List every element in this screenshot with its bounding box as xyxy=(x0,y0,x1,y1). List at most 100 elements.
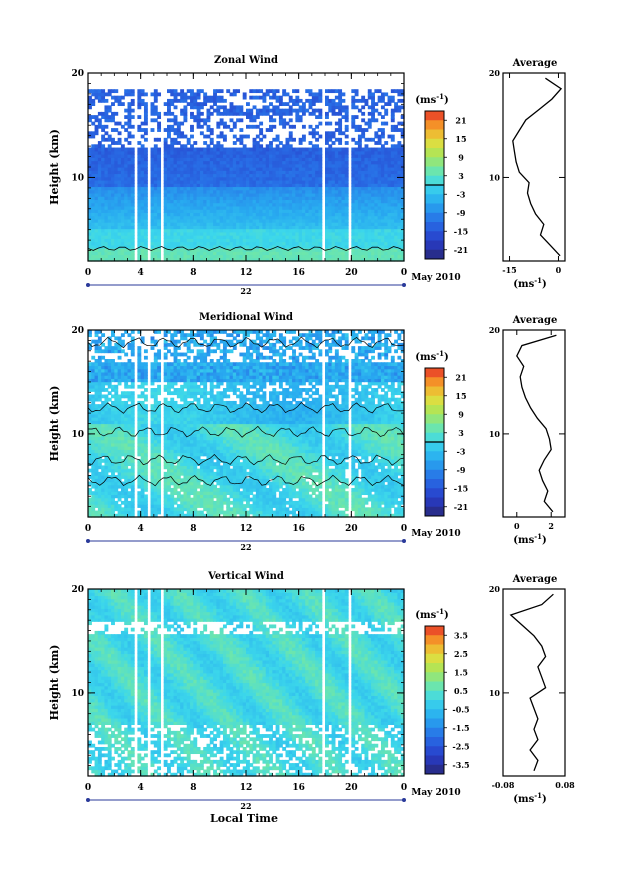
heatmap-cell xyxy=(114,121,119,126)
heatmap-cell xyxy=(275,137,280,142)
heatmap-cell xyxy=(153,189,158,194)
heatmap-cell xyxy=(91,254,96,259)
heatmap-cell xyxy=(88,89,92,94)
heatmap-cell xyxy=(91,257,96,262)
heatmap-cell xyxy=(163,176,168,181)
profile-frame xyxy=(502,72,566,262)
heatmap-cell xyxy=(143,215,148,220)
heatmap-cell xyxy=(252,225,257,230)
heatmap-cell xyxy=(275,241,280,246)
heatmap-cell xyxy=(111,157,115,162)
heatmap-cell xyxy=(193,179,198,184)
heatmap-cell xyxy=(246,238,250,243)
heatmap-cell xyxy=(130,92,135,97)
heatmap-cell xyxy=(222,189,227,194)
heatmap-cell xyxy=(170,225,175,230)
heatmap-cell xyxy=(242,150,247,155)
heatmap-cell xyxy=(130,196,135,201)
heatmap-cell xyxy=(107,137,112,142)
heatmap-cell xyxy=(127,254,132,259)
heatmap-cell xyxy=(153,238,158,243)
heatmap-cell xyxy=(176,235,181,239)
heatmap-cell xyxy=(259,212,264,217)
heatmap-cell xyxy=(255,189,260,194)
heatmap-cell xyxy=(104,196,109,201)
heatmap-cell xyxy=(153,228,158,233)
heatmap-cell xyxy=(193,170,198,175)
heatmap-cell xyxy=(111,209,115,213)
heatmap-cell xyxy=(242,257,247,262)
heatmap-cell xyxy=(226,222,231,226)
heatmap-cell xyxy=(91,196,96,201)
heatmap-cell xyxy=(183,225,188,230)
heatmap-cell xyxy=(170,160,175,165)
heatmap-cell xyxy=(143,205,148,210)
heatmap-cell xyxy=(124,209,129,213)
heatmap-cell xyxy=(127,222,132,226)
heatmap-cell xyxy=(117,183,122,188)
heatmap-cell xyxy=(246,196,250,201)
heatmap-cell xyxy=(120,183,125,188)
heatmap-cell xyxy=(94,154,99,158)
colorbar-tick-label: 15 xyxy=(455,134,466,144)
heatmap-cell xyxy=(163,254,168,259)
heatmap-cell xyxy=(236,183,241,188)
heatmap-cell xyxy=(150,251,155,256)
heatmap-cell xyxy=(150,202,155,207)
heatmap-cell xyxy=(269,228,273,233)
heatmap-cell xyxy=(278,205,283,210)
heatmap-cell xyxy=(143,202,148,207)
heatmap-cell xyxy=(124,179,129,184)
heatmap-cell xyxy=(153,167,158,171)
heatmap-cell xyxy=(114,160,119,165)
heatmap-cell xyxy=(137,196,142,201)
heatmap-cell xyxy=(209,192,214,197)
heatmap-cell xyxy=(278,150,283,155)
heatmap-cell xyxy=(104,209,109,213)
heatmap-cell xyxy=(236,111,241,116)
heatmap-cell xyxy=(252,209,257,213)
heatmap-cell xyxy=(272,108,277,113)
heatmap-cell xyxy=(226,212,231,217)
heatmap-cell xyxy=(157,111,162,116)
heatmap-cell xyxy=(249,176,254,181)
heatmap-cell xyxy=(153,192,158,197)
heatmap-cell xyxy=(167,192,171,197)
heatmap-cell xyxy=(213,215,217,220)
heatmap-cell xyxy=(246,241,250,246)
heatmap-cell xyxy=(196,170,201,175)
heatmap-cell xyxy=(246,173,250,178)
heatmap-cell xyxy=(232,196,237,201)
heatmap-cell xyxy=(140,89,145,94)
heatmap-cell xyxy=(278,167,283,171)
heatmap-cell xyxy=(97,111,102,116)
heatmap-cell xyxy=(249,205,254,210)
heatmap-cell xyxy=(242,173,247,178)
heatmap-cell xyxy=(255,186,260,191)
heatmap-cell xyxy=(252,154,257,158)
heatmap-cell xyxy=(173,215,178,220)
heatmap-cell xyxy=(190,89,194,94)
heatmap-cell xyxy=(94,176,99,181)
heatmap-cell xyxy=(193,154,198,158)
heatmap-cell xyxy=(170,124,175,129)
heatmap-cell xyxy=(101,150,106,155)
heatmap-cell xyxy=(170,241,175,246)
heatmap-cell xyxy=(213,95,217,100)
heatmap-cell xyxy=(193,209,198,213)
heatmap-cell xyxy=(255,202,260,207)
heatmap-cell xyxy=(384,121,389,126)
heatmap-cell xyxy=(97,157,102,162)
heatmap-cell xyxy=(186,102,191,107)
heatmap-cell xyxy=(232,163,237,168)
heatmap-cell xyxy=(88,212,92,217)
heatmap-cell xyxy=(219,150,224,155)
heatmap-cell xyxy=(186,95,191,100)
heatmap-cell xyxy=(252,124,257,129)
heatmap-cell xyxy=(272,257,277,262)
heatmap-cell xyxy=(157,238,162,243)
heatmap-cell xyxy=(229,257,234,262)
heatmap-cell xyxy=(130,215,135,220)
heatmap-cell xyxy=(229,176,234,181)
heatmap-cell xyxy=(265,241,270,246)
